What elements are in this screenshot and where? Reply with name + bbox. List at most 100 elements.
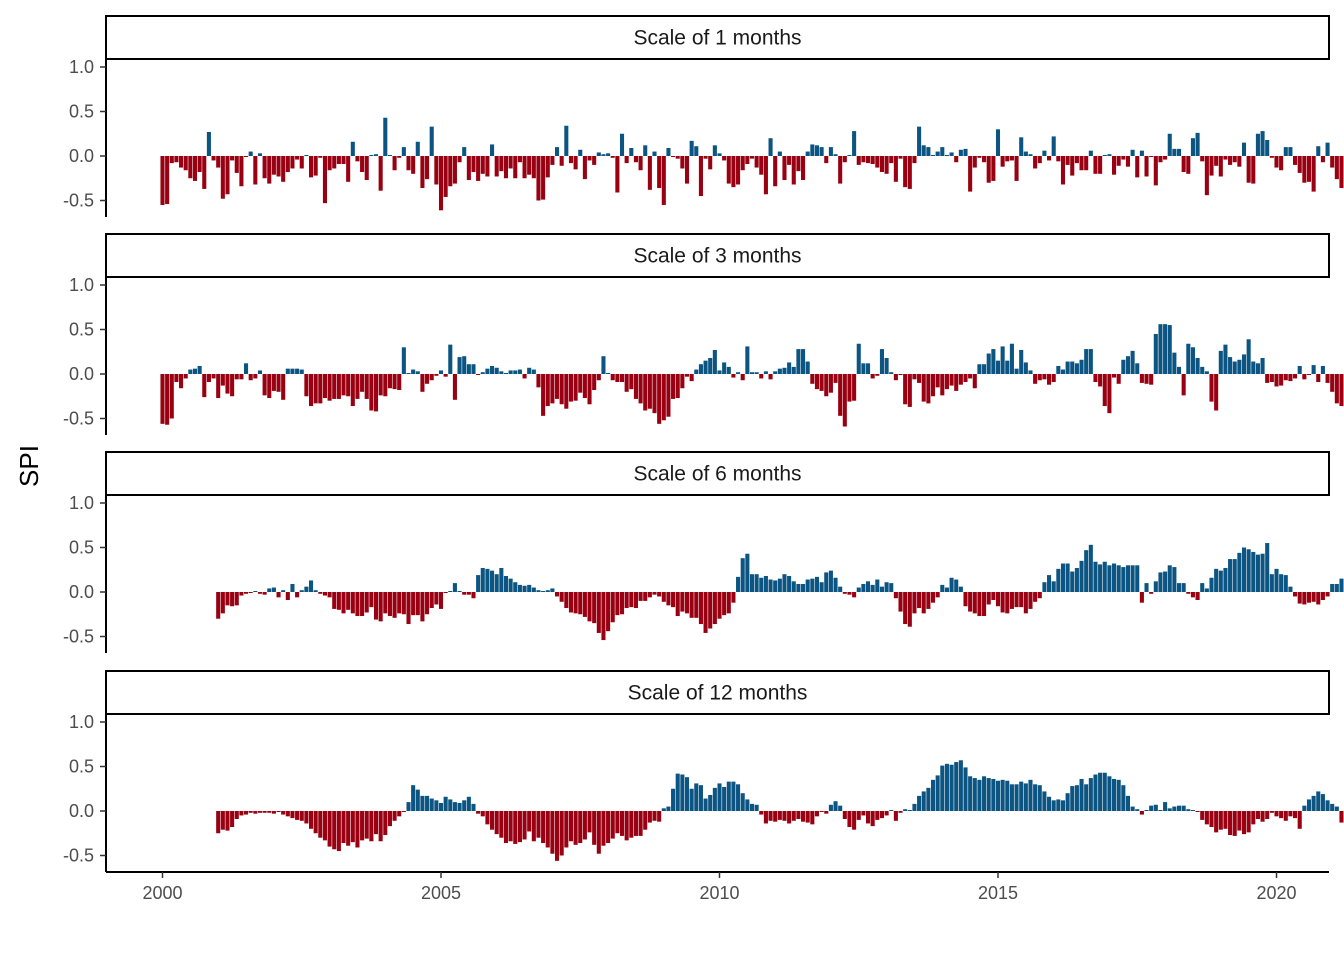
spi-bar [545,811,550,848]
spi-bar [1135,809,1140,811]
spi-bar [392,811,397,821]
spi-bar [768,579,773,592]
spi-bar [954,579,959,592]
x-tick-label: 2005 [421,883,461,903]
spi-bar [592,374,597,391]
spi-bar [290,368,295,374]
y-tick-label: 0.5 [69,320,94,340]
spi-bar [1023,362,1028,374]
spi-bar [248,811,253,813]
spi-bar [824,811,829,814]
spi-bar [383,374,388,397]
spi-bar [856,343,861,374]
spi-bar [1223,811,1228,829]
spi-bar [926,787,931,811]
spi-bar [903,156,908,188]
spi-bar [1320,794,1325,811]
bar-series [216,760,1344,861]
spi-bar [457,591,462,592]
spi-bar [527,584,532,592]
spi-bar [559,811,564,856]
spi-bar [652,151,657,156]
spi-bar [332,374,337,399]
spi-bar [787,362,792,374]
spi-bar [1172,352,1177,374]
spi-bar [202,156,207,189]
spi-bar [875,811,880,820]
spi-bar [183,374,188,379]
spi-bar [304,374,309,397]
spi-bar [958,760,963,811]
spi-bar [239,374,244,380]
spi-bar [1297,592,1302,604]
spi-bar [267,374,272,399]
spi-bar [1237,156,1242,167]
spi-bar [833,577,838,592]
spi-bar [968,776,973,811]
spi-bar [1102,561,1107,592]
spi-bar [606,153,611,156]
spi-bar [995,780,1001,811]
spi-bar [633,811,638,836]
spi-bar [1255,554,1260,592]
spi-bar [545,374,550,407]
spi-bar [1181,156,1186,173]
spi-bar [1102,772,1107,811]
spi-bar [341,592,346,614]
spi-bar [411,156,416,174]
spi-bar [1306,592,1312,603]
spi-bar [206,374,211,383]
spi-bar [1037,374,1042,381]
spi-bar [494,574,499,592]
spi-bar [276,156,281,177]
spi-bar [1279,374,1284,386]
spi-bar [503,575,509,592]
spi-bar [1139,374,1144,383]
spi-bar [234,592,239,606]
spi-bar [457,802,462,811]
spi-bar [1125,356,1130,374]
y-tick-label: 0.0 [69,801,94,821]
spi-bar [875,156,880,168]
spi-bar [1149,592,1154,594]
spi-bar [522,811,527,840]
spi-bar [935,151,940,156]
spi-bar [833,801,838,811]
spi-bar [1065,156,1070,165]
spi-bar [1269,574,1274,592]
spi-bar [285,368,290,374]
spi-bar [1279,811,1284,819]
spi-bar [216,811,221,834]
spi-bar [796,349,801,374]
spi-bar [963,148,968,156]
spi-bar [383,117,388,156]
spi-bar [397,374,402,391]
spi-bar [643,592,648,601]
spi-bar [972,156,977,168]
y-tick-label: 1.0 [69,712,94,732]
spi-bar [1167,133,1172,156]
spi-bar [480,372,485,374]
spi-bar [847,592,852,595]
spi-bar [179,374,184,389]
spi-bar [248,151,253,156]
spi-bar [406,156,411,171]
spi-bar [336,592,341,610]
spi-bar [1283,811,1288,821]
spi-bar [1070,571,1075,592]
spi-bar [1112,778,1117,811]
spi-bar [596,374,601,381]
spi-bar [852,131,857,156]
spi-bar [838,586,843,592]
spi-bar [828,147,833,156]
spi-bar [165,374,170,425]
spi-bar [601,592,606,641]
spi-bar [1172,567,1177,592]
spi-bar [350,811,355,843]
spi-bar [499,811,504,838]
spi-bar [1255,363,1260,374]
spi-bar [313,590,318,592]
spi-bar [536,811,541,838]
spi-bar [879,349,884,374]
spi-bar [1112,374,1117,378]
